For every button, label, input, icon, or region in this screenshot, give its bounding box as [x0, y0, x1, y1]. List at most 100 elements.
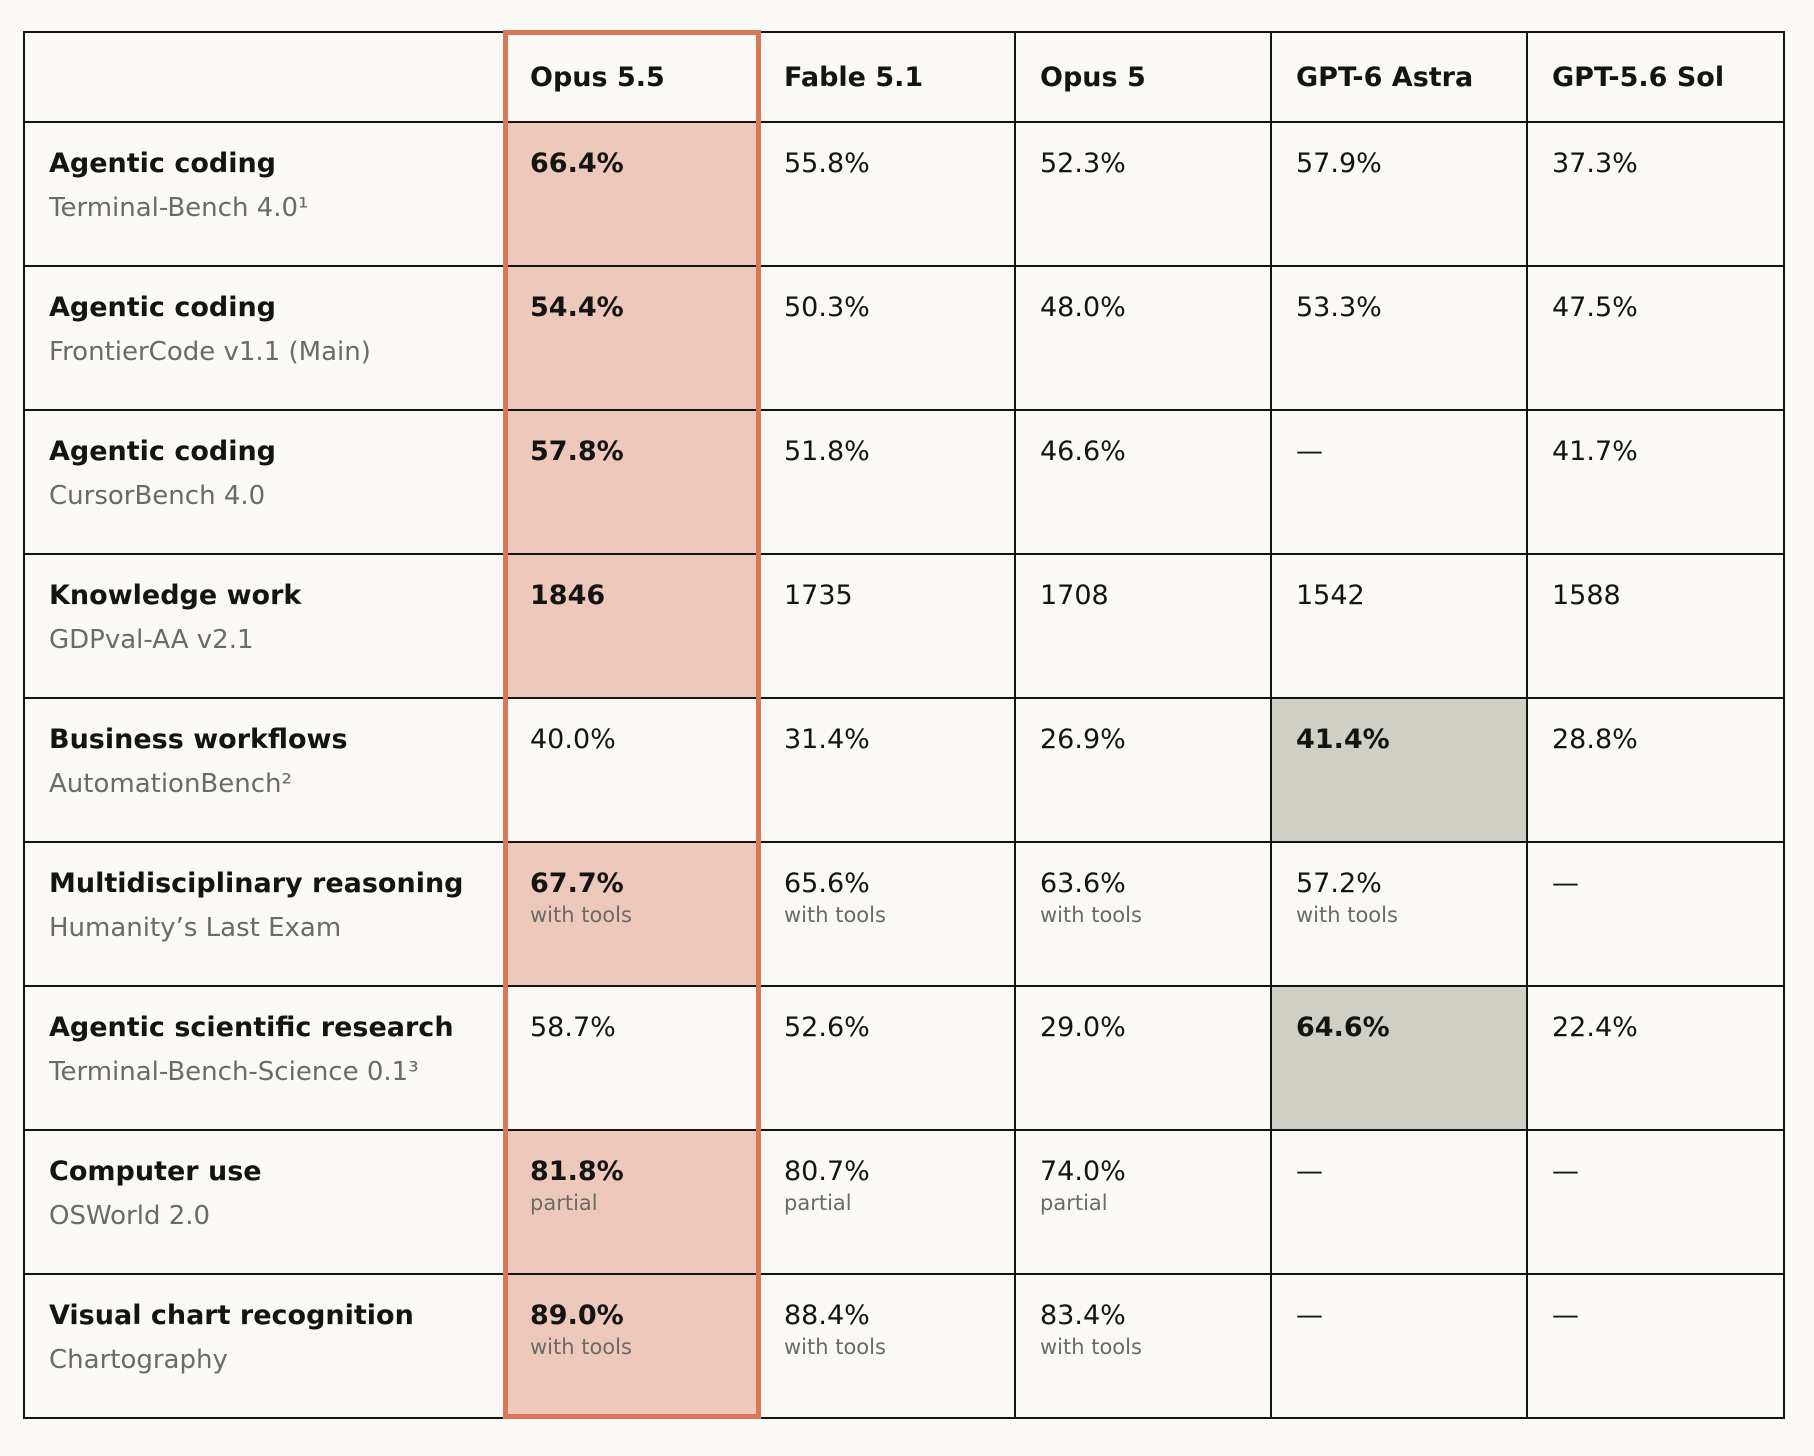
score-cell-fable-5-1: 52.6% — [758, 985, 1016, 1131]
score-cell-opus-5-5: 54.4% — [504, 265, 760, 411]
score-value: — — [1552, 868, 1579, 899]
benchmark-name: Terminal-Bench-Science 0.1³ — [49, 1057, 419, 1087]
score-cell-fable-5-1: 55.8% — [758, 121, 1016, 267]
score-note: partial — [1040, 1191, 1108, 1215]
score-value: 52.3% — [1040, 148, 1126, 179]
score-value: 53.3% — [1296, 292, 1382, 323]
score-cell-opus-5-5: 40.0% — [504, 697, 760, 843]
score-cell-gpt-5-6-sol: 37.3% — [1526, 121, 1785, 267]
score-value: 64.6% — [1296, 1012, 1390, 1043]
score-note: partial — [784, 1191, 852, 1215]
column-header-gpt-5-6-sol: GPT-5.6 Sol — [1526, 31, 1785, 123]
benchmark-table: Opus 5.5 Fable 5.1 Opus 5 GPT-6 Astra GPT-5.… — [23, 31, 1785, 1419]
score-value: — — [1552, 1300, 1579, 1331]
benchmark-name: Terminal-Bench 4.0¹ — [49, 193, 309, 223]
score-cell-gpt-5-6-sol: 47.5% — [1526, 265, 1785, 411]
row-label-cell: Agentic coding FrontierCode v1.1 (Main) — [23, 265, 506, 411]
score-cell-fable-5-1: 80.7% partial — [758, 1129, 1016, 1275]
score-value: 63.6% — [1040, 868, 1126, 899]
score-value: 57.2% — [1296, 868, 1382, 899]
table-row: Computer use OSWorld 2.0 81.8% partial 80.7%… — [23, 1129, 1785, 1275]
score-value: 52.6% — [784, 1012, 870, 1043]
score-value: 51.8% — [784, 436, 870, 467]
score-value: — — [1296, 1156, 1323, 1187]
score-cell-gpt-5-6-sol: 1588 — [1526, 553, 1785, 699]
benchmark-name: GDPval-AA v2.1 — [49, 625, 254, 655]
score-cell-opus-5: 1708 — [1014, 553, 1272, 699]
score-cell-gpt-6-astra: — — [1270, 1129, 1528, 1275]
score-cell-opus-5: 29.0% — [1014, 985, 1272, 1131]
score-value: 50.3% — [784, 292, 870, 323]
table-row: Agentic coding CursorBench 4.0 57.8% 51.8% 4… — [23, 409, 1785, 555]
score-cell-opus-5: 46.6% — [1014, 409, 1272, 555]
score-value: — — [1552, 1156, 1579, 1187]
table-row: Agentic coding FrontierCode v1.1 (Main) 54… — [23, 265, 1785, 411]
score-value: 46.6% — [1040, 436, 1126, 467]
benchmark-category: Agentic scientific research — [49, 1012, 454, 1043]
benchmark-name: AutomationBench² — [49, 769, 292, 799]
score-value: — — [1296, 1300, 1323, 1331]
score-cell-gpt-5-6-sol: 41.7% — [1526, 409, 1785, 555]
score-value: 88.4% — [784, 1300, 870, 1331]
score-value: 41.4% — [1296, 724, 1390, 755]
score-cell-fable-5-1: 1735 — [758, 553, 1016, 699]
score-note: with tools — [1040, 1335, 1142, 1359]
score-value: 1708 — [1040, 580, 1109, 611]
score-value: 48.0% — [1040, 292, 1126, 323]
row-label-cell: Knowledge work GDPval-AA v2.1 — [23, 553, 506, 699]
row-label-cell: Multidisciplinary reasoning Humanity’s La… — [23, 841, 506, 987]
benchmark-category: Knowledge work — [49, 580, 302, 611]
score-note: with tools — [530, 1335, 632, 1359]
benchmark-category: Agentic coding — [49, 148, 277, 179]
score-cell-gpt-6-astra: 41.4% — [1270, 697, 1528, 843]
table-header: Opus 5.5 Fable 5.1 Opus 5 GPT-6 Astra GPT-5.… — [23, 31, 1785, 123]
score-value: 26.9% — [1040, 724, 1126, 755]
table-body: Agentic coding Terminal-Bench 4.0¹ 66.4% 55… — [23, 121, 1785, 1419]
score-value: 65.6% — [784, 868, 870, 899]
score-cell-opus-5: 52.3% — [1014, 121, 1272, 267]
score-value: 67.7% — [530, 868, 624, 899]
score-cell-gpt-6-astra: 1542 — [1270, 553, 1528, 699]
benchmark-name: FrontierCode v1.1 (Main) — [49, 337, 371, 367]
score-value: 1588 — [1552, 580, 1621, 611]
table-row: Agentic coding Terminal-Bench 4.0¹ 66.4% 55… — [23, 121, 1785, 267]
row-label-cell: Computer use OSWorld 2.0 — [23, 1129, 506, 1275]
header-corner-cell — [23, 31, 506, 123]
column-header-opus-5: Opus 5 — [1014, 31, 1272, 123]
score-value: 1542 — [1296, 580, 1365, 611]
score-cell-gpt-6-astra: 57.2% with tools — [1270, 841, 1528, 987]
column-header-opus-5-5: Opus 5.5 — [504, 31, 760, 123]
row-label-cell: Agentic coding Terminal-Bench 4.0¹ — [23, 121, 506, 267]
score-cell-gpt-5-6-sol: 22.4% — [1526, 985, 1785, 1131]
benchmark-category: Agentic coding — [49, 436, 277, 467]
score-note: with tools — [1040, 903, 1142, 927]
score-value: 1846 — [530, 580, 606, 611]
score-value: 41.7% — [1552, 436, 1638, 467]
score-value: 55.8% — [784, 148, 870, 179]
benchmark-category: Computer use — [49, 1156, 262, 1187]
score-cell-opus-5-5: 1846 — [504, 553, 760, 699]
table-row: Business workflows AutomationBench² 40.0% 3… — [23, 697, 1785, 843]
score-value: 22.4% — [1552, 1012, 1638, 1043]
table-row: Visual chart recognition Chartography 89.0… — [23, 1273, 1785, 1419]
score-cell-gpt-6-astra: 64.6% — [1270, 985, 1528, 1131]
score-cell-gpt-5-6-sol: 28.8% — [1526, 697, 1785, 843]
score-cell-fable-5-1: 51.8% — [758, 409, 1016, 555]
score-value: 83.4% — [1040, 1300, 1126, 1331]
score-note: with tools — [1296, 903, 1398, 927]
score-cell-opus-5-5: 89.0% with tools — [504, 1273, 760, 1419]
benchmark-name: Humanity’s Last Exam — [49, 913, 342, 943]
score-value: 57.9% — [1296, 148, 1382, 179]
score-cell-fable-5-1: 31.4% — [758, 697, 1016, 843]
score-cell-gpt-5-6-sol: — — [1526, 1273, 1785, 1419]
benchmark-name: OSWorld 2.0 — [49, 1201, 211, 1231]
score-cell-gpt-6-astra: 53.3% — [1270, 265, 1528, 411]
row-label-cell: Visual chart recognition Chartography — [23, 1273, 506, 1419]
benchmark-category: Agentic coding — [49, 292, 277, 323]
score-cell-opus-5: 74.0% partial — [1014, 1129, 1272, 1275]
score-value: 1735 — [784, 580, 853, 611]
benchmark-category: Multidisciplinary reasoning — [49, 868, 464, 899]
score-value: 40.0% — [530, 724, 616, 755]
column-header-fable-5-1: Fable 5.1 — [758, 31, 1016, 123]
benchmark-category: Business workflows — [49, 724, 348, 755]
